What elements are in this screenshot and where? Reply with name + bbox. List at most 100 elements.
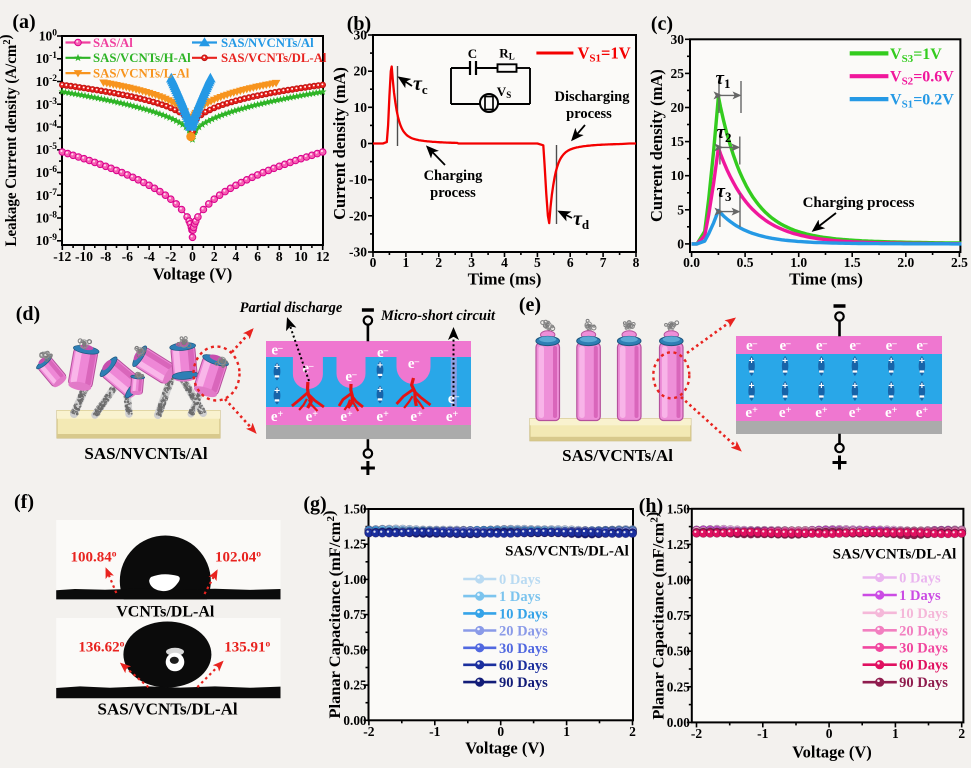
- svg-text:20 Days: 20 Days: [899, 623, 948, 639]
- svg-text:VCNTs/DL-Al: VCNTs/DL-Al: [116, 604, 215, 621]
- svg-text:1: 1: [892, 726, 899, 741]
- svg-text:Time (ms): Time (ms): [468, 270, 542, 289]
- svg-text:SAS/NVCNTs/Al: SAS/NVCNTs/Al: [221, 36, 314, 50]
- svg-text:e–: e–: [916, 338, 928, 354]
- svg-text:-10: -10: [349, 172, 367, 187]
- svg-text:1 Days: 1 Days: [499, 589, 541, 605]
- svg-text:+: +: [274, 362, 280, 373]
- svg-text:20: 20: [354, 64, 368, 79]
- svg-text:1.00: 1.00: [343, 572, 366, 587]
- svg-text:-10: -10: [75, 249, 93, 264]
- svg-text:0.25: 0.25: [667, 679, 690, 694]
- svg-text:Planar Capacitance (mF/cm2): Planar Capacitance (mF/cm2): [321, 511, 344, 719]
- svg-text:τ1: τ1: [716, 68, 731, 91]
- svg-text:1.50: 1.50: [343, 502, 366, 517]
- svg-text:e–: e–: [816, 338, 828, 354]
- svg-text:SAS/VCNTs/DL-Al: SAS/VCNTs/DL-Al: [505, 544, 629, 560]
- svg-text:10 Days: 10 Days: [899, 606, 948, 622]
- svg-text:+: +: [782, 381, 788, 392]
- svg-text:90 Days: 90 Days: [899, 675, 948, 691]
- svg-text:0: 0: [826, 726, 833, 741]
- svg-text:-2: -2: [165, 249, 176, 264]
- svg-text:7: 7: [600, 255, 607, 270]
- svg-text:1.0: 1.0: [790, 255, 807, 270]
- svg-text:process: process: [430, 185, 476, 201]
- svg-text:τc: τc: [413, 73, 428, 97]
- svg-text:2: 2: [629, 724, 636, 739]
- svg-text:(g): (g): [303, 493, 326, 515]
- svg-text:SAS/VCNTs/L-Al: SAS/VCNTs/L-Al: [93, 66, 190, 80]
- svg-text:4: 4: [233, 249, 240, 264]
- svg-text:-20: -20: [349, 208, 367, 223]
- svg-text:1.5: 1.5: [844, 255, 861, 270]
- svg-text:VS3=1V: VS3=1V: [890, 46, 942, 65]
- svg-text:+: +: [919, 381, 925, 392]
- svg-text:6: 6: [567, 255, 574, 270]
- svg-text:1.00: 1.00: [667, 573, 690, 588]
- svg-text:τ3: τ3: [717, 181, 732, 204]
- svg-text:Micro-short circuit: Micro-short circuit: [380, 308, 496, 324]
- svg-text:+: +: [749, 381, 755, 392]
- svg-text:+: +: [888, 381, 894, 392]
- svg-text:5: 5: [677, 202, 684, 217]
- svg-text:-4: -4: [143, 249, 154, 264]
- svg-text:0.5: 0.5: [737, 255, 754, 270]
- svg-text:e–: e–: [448, 391, 460, 407]
- svg-text:102.04o: 102.04o: [215, 550, 261, 566]
- svg-text:+: +: [888, 356, 894, 367]
- svg-text:(h): (h): [639, 495, 663, 517]
- svg-text:VS2=0.6V: VS2=0.6V: [890, 69, 954, 88]
- svg-text:2: 2: [435, 255, 442, 270]
- svg-text:e–: e–: [408, 356, 420, 372]
- svg-text:1.50: 1.50: [667, 501, 690, 516]
- svg-text:5: 5: [534, 255, 541, 270]
- svg-text:2: 2: [958, 726, 965, 741]
- svg-text:(c): (c): [651, 13, 673, 35]
- svg-text:-30: -30: [349, 245, 367, 260]
- svg-text:0.00: 0.00: [667, 715, 690, 730]
- svg-text:e–: e–: [377, 345, 389, 361]
- svg-text:30 Days: 30 Days: [499, 641, 548, 657]
- svg-text:1.25: 1.25: [667, 537, 690, 552]
- svg-text:0.00: 0.00: [343, 713, 366, 728]
- svg-text:τd: τd: [573, 208, 590, 232]
- svg-text:Charging: Charging: [424, 168, 484, 184]
- svg-text:4: 4: [501, 255, 508, 270]
- svg-text:+: +: [852, 356, 858, 367]
- svg-text:60 Days: 60 Days: [899, 658, 948, 674]
- svg-text:2: 2: [211, 249, 218, 264]
- svg-text:SAS/VCNTs/Al: SAS/VCNTs/Al: [562, 446, 673, 465]
- svg-text:Leakage Current density (A/cm2: Leakage Current density (A/cm2): [0, 34, 20, 246]
- svg-text:10: 10: [671, 168, 685, 183]
- svg-text:6: 6: [254, 249, 261, 264]
- svg-text:8: 8: [276, 249, 283, 264]
- svg-text:0 Days: 0 Days: [499, 572, 541, 588]
- svg-text:Current density (mA): Current density (mA): [330, 67, 349, 220]
- svg-text:+: +: [818, 356, 824, 367]
- svg-text:15: 15: [671, 134, 685, 149]
- svg-text:8: 8: [633, 255, 640, 270]
- svg-text:SAS/VCNTs/DL-Al: SAS/VCNTs/DL-Al: [833, 547, 957, 563]
- svg-text:VS1=0.2V: VS1=0.2V: [890, 92, 954, 111]
- svg-text:-1: -1: [757, 726, 768, 741]
- svg-text:90 Days: 90 Days: [499, 675, 548, 691]
- svg-text:10: 10: [354, 100, 368, 115]
- svg-text:VS1=1V: VS1=1V: [578, 44, 631, 65]
- svg-text:1: 1: [563, 724, 570, 739]
- svg-text:e–: e–: [271, 343, 283, 359]
- svg-text:Discharging: Discharging: [555, 89, 631, 105]
- svg-text:0: 0: [497, 724, 504, 739]
- svg-text:+: +: [274, 386, 280, 397]
- svg-text:(f): (f): [14, 491, 34, 513]
- svg-text:30: 30: [354, 28, 368, 43]
- svg-text:20 Days: 20 Days: [499, 624, 548, 640]
- svg-text:e–: e–: [780, 338, 792, 354]
- svg-text:τ2: τ2: [717, 122, 732, 145]
- svg-text:(a): (a): [12, 11, 35, 33]
- svg-text:SAS/VCNTs/DL-Al: SAS/VCNTs/DL-Al: [221, 51, 327, 65]
- svg-text:Time (ms): Time (ms): [789, 270, 863, 289]
- svg-text:process: process: [566, 106, 612, 122]
- svg-text:Voltage (V): Voltage (V): [153, 265, 233, 284]
- svg-text:2.5: 2.5: [951, 255, 968, 270]
- svg-text:C: C: [468, 46, 477, 61]
